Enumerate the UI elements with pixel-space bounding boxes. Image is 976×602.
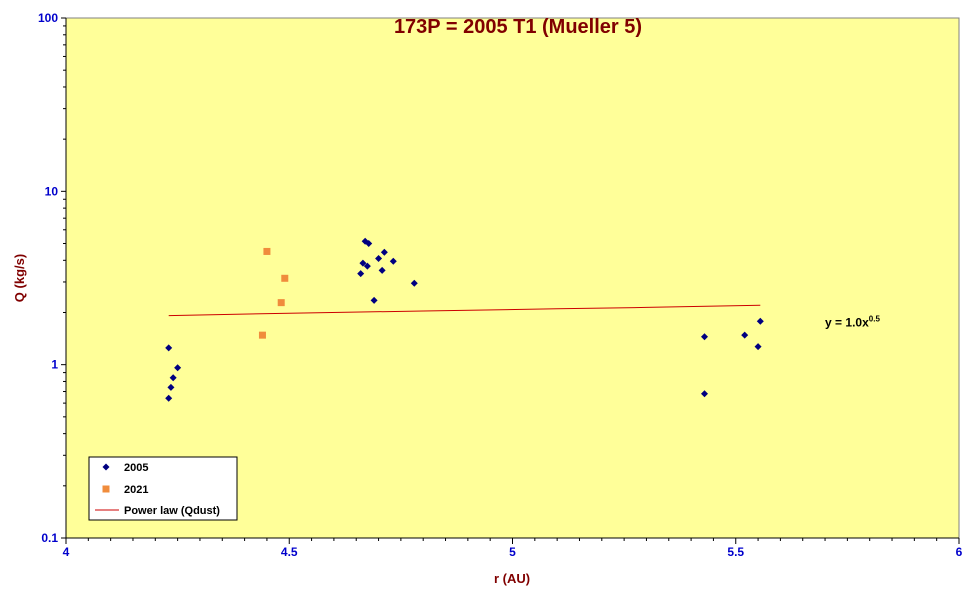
legend: 2005 2021 Power law (Qdust) [88,456,238,521]
data-point-2005 [357,270,365,278]
data-point-2005 [389,257,397,265]
data-point-2005 [700,390,708,398]
legend-label: Power law (Qdust) [124,505,220,517]
x-tick-label: 5 [509,545,516,559]
legend-label: 2005 [124,462,148,474]
y-axis-label: Q (kg/s) [12,254,27,302]
x-tick-label: 4 [63,545,70,559]
trendline-exponent: 0.5 [869,315,881,324]
data-point-2005 [174,364,182,372]
data-point-2005 [167,383,175,391]
y-tick-label: 100 [38,11,58,25]
chart-title: 173P = 2005 T1 (Mueller 5) [394,16,642,38]
data-marks [165,237,764,402]
trendline-equation: y = 1.0x0.5 [825,315,880,330]
legend-box [88,456,238,521]
data-point-2005 [410,279,418,287]
data-point-2005 [363,262,371,270]
data-point-2005 [169,374,177,382]
data-point-2005 [365,240,373,248]
y-tick-label: 1 [51,358,58,372]
data-point-2021 [281,274,289,282]
annotations: y = 1.0x0.5 [825,315,880,330]
axes: 0.1 1 10 100 4 4.5 5 5.5 6 [38,11,963,559]
data-point-2005 [165,394,173,402]
data-point-2021 [263,247,271,255]
data-point-2005 [380,248,388,256]
legend-marker-2005 [102,463,110,471]
legend-label: 2021 [124,484,148,496]
data-point-2005 [378,266,386,274]
data-point-2021 [277,299,285,307]
data-point-2005 [165,344,173,352]
y-tick-label: 10 [45,184,59,198]
x-axis-label: r (AU) [494,571,530,586]
y-tick-label: 0.1 [41,531,58,545]
data-point-2005 [359,259,367,267]
data-point-2005 [700,333,708,341]
data-point-2005 [370,296,378,304]
data-point-2005 [754,343,762,351]
legend-marker-2021 [102,485,110,493]
power-law-line [168,304,761,317]
x-tick-label: 4.5 [281,545,298,559]
x-tick-label: 5.5 [727,545,744,559]
data-point-2005 [375,254,383,262]
plot-area [66,18,959,538]
x-tick-label: 6 [956,545,963,559]
data-point-2005 [741,331,749,339]
data-point-2005 [756,317,764,325]
data-point-2021 [258,331,266,339]
